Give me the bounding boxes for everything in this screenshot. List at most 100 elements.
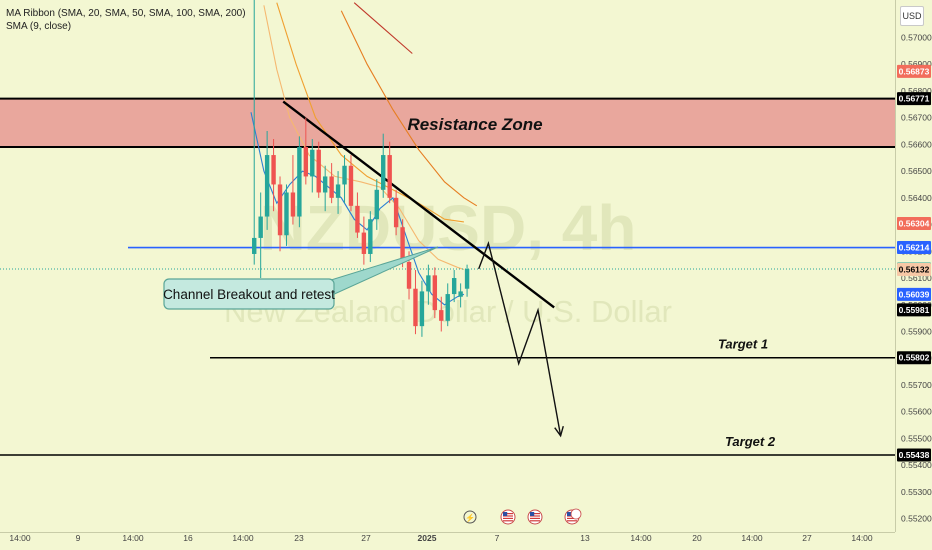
x-tick-label: 23 — [294, 533, 304, 543]
candle-body — [361, 232, 367, 254]
x-tick-label: 13 — [580, 533, 590, 543]
candle-body — [322, 176, 328, 193]
candle-body — [451, 278, 457, 295]
projection-path — [478, 240, 562, 436]
candle-body — [297, 147, 302, 217]
y-tick-label: 0.55700 — [901, 380, 932, 390]
candle-body — [258, 216, 263, 238]
price-badge-label: 0.55981 — [899, 305, 930, 315]
flag-stripe — [530, 517, 540, 519]
x-tick-label: 2025 — [418, 533, 437, 543]
resistance-zone — [0, 98, 895, 148]
plot-area — [0, 0, 895, 532]
target-1-label: Target 1 — [718, 337, 768, 352]
candle-body — [439, 310, 444, 321]
lightning-event-icon — [463, 510, 477, 524]
candle-body — [342, 165, 347, 185]
candle-body — [400, 227, 405, 262]
y-tick-label: 0.55200 — [901, 514, 932, 524]
candle-body — [374, 189, 379, 220]
price-badge-label: 0.56132 — [899, 264, 930, 274]
lightning-glyph: ⚡ — [465, 513, 475, 523]
price-badge — [897, 287, 931, 301]
channel-callout: Channel Breakout and retest — [163, 246, 439, 310]
us-flag-event-icon — [527, 509, 543, 525]
candle-body — [348, 165, 354, 206]
candle-body — [464, 268, 470, 289]
x-tick-label: 14:00 — [122, 533, 144, 543]
candle-body — [458, 291, 463, 297]
price-badge-label: 0.56873 — [899, 66, 930, 76]
resistance-zone-label: Resistance Zone — [407, 115, 542, 134]
candle-body — [284, 192, 289, 236]
legend-ma-ribbon[interactable]: MA Ribbon (SMA, 20, SMA, 50, SMA, 100, S… — [6, 8, 246, 19]
flag-canton — [567, 512, 572, 516]
candle-body — [426, 275, 431, 292]
candle-body — [387, 155, 392, 198]
flag-canton — [530, 512, 535, 516]
target-2-label: Target 2 — [725, 434, 776, 449]
candle-body — [406, 261, 412, 289]
price-badge-label: 0.56304 — [899, 218, 930, 228]
price-badge — [897, 448, 931, 462]
candle-body — [277, 184, 283, 236]
candle-body — [419, 291, 425, 327]
y-tick-label: 0.56800 — [901, 86, 932, 96]
sma-200-line — [353, 2, 413, 54]
currency-button[interactable]: USD — [900, 6, 924, 26]
flag-stripe — [530, 513, 540, 515]
sma-100-line — [340, 10, 478, 207]
y-tick-label: 0.56700 — [901, 113, 932, 123]
price-badge — [897, 92, 931, 106]
price-badge — [897, 351, 931, 365]
sma-20-line — [263, 5, 465, 271]
stacked-flag-icon — [570, 508, 582, 520]
legend-sma[interactable]: SMA (9, close) — [6, 21, 72, 32]
price-badge — [897, 303, 931, 317]
callout-label: Channel Breakout and retest — [163, 287, 335, 302]
candle-body — [310, 149, 315, 177]
indicator-legend[interactable]: MA Ribbon (SMA, 20, SMA, 50, SMA, 100, S… — [6, 7, 246, 33]
y-tick-label: 0.57000 — [901, 32, 932, 42]
price-badge-label: 0.56214 — [899, 243, 930, 253]
x-tick-label: 14:00 — [741, 533, 763, 543]
price-badge — [897, 64, 931, 78]
candle-body — [432, 275, 438, 311]
flag-stripe — [503, 520, 513, 522]
flag-stripe — [530, 520, 540, 522]
y-tick-label: 0.56400 — [901, 193, 932, 203]
y-tick-label: 0.56600 — [901, 139, 932, 149]
candle-body — [355, 205, 360, 233]
candle-body — [393, 197, 399, 228]
x-tick-label: 27 — [361, 533, 371, 543]
x-tick-label: 14:00 — [630, 533, 652, 543]
x-tick-label: 14:00 — [851, 533, 873, 543]
candle-body — [445, 294, 450, 321]
y-tick-label: 0.55900 — [901, 326, 932, 336]
candle-body — [303, 147, 309, 177]
x-tick-label: 7 — [495, 533, 500, 543]
price-badge — [897, 262, 931, 276]
price-badge — [897, 241, 931, 255]
candle-body — [271, 155, 276, 185]
projection-arrowhead — [554, 425, 564, 438]
callout-box — [163, 278, 335, 310]
y-tick-label: 0.55600 — [901, 407, 932, 417]
sma-50-line — [276, 2, 464, 223]
candle-body — [413, 288, 418, 327]
descending-trendline — [282, 100, 555, 309]
candle-body — [368, 219, 373, 254]
flag-stripe — [503, 515, 513, 517]
candle-body — [252, 237, 257, 254]
y-tick-label: 0.55300 — [901, 487, 932, 497]
flag-stripe — [530, 515, 540, 517]
candle-body — [290, 192, 296, 217]
candle-body — [329, 176, 334, 198]
price-badge-label: 0.56771 — [899, 94, 930, 104]
price-badge-label: 0.55802 — [899, 353, 930, 363]
event-markers: ⚡ — [463, 508, 582, 525]
flag-stripe — [503, 517, 513, 519]
x-tick-label: 27 — [802, 533, 812, 543]
flag-stripe — [567, 520, 577, 522]
